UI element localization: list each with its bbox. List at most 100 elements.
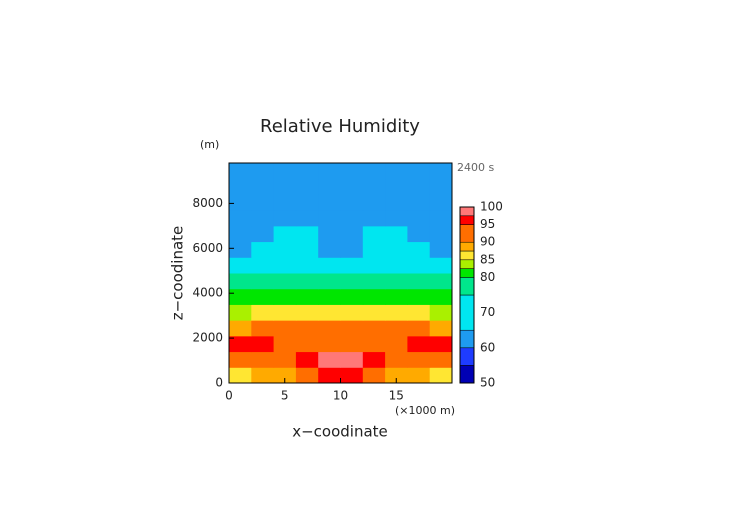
cell (251, 210, 275, 227)
cell (295, 335, 319, 353)
cell (407, 351, 431, 368)
colorbar-band (459, 329, 475, 349)
cell (251, 351, 275, 368)
cell (407, 320, 431, 337)
colorbar-band (459, 294, 475, 331)
cell (273, 241, 297, 258)
cell (295, 178, 319, 195)
colorbar-label: 95 (480, 217, 495, 231)
y-tick-label: 6000 (192, 241, 223, 255)
cell (407, 335, 431, 353)
cell (229, 210, 252, 227)
cell (362, 163, 386, 180)
colorbar-band (459, 215, 475, 225)
cell (429, 288, 453, 305)
colorbar-band (459, 224, 475, 243)
cell (362, 225, 386, 243)
cell (429, 335, 453, 353)
cell (340, 194, 364, 211)
cell (429, 273, 453, 290)
cell (229, 288, 252, 305)
cell (251, 257, 275, 274)
cell (429, 257, 453, 274)
cell (229, 335, 252, 353)
cell (407, 367, 431, 384)
cell (362, 257, 386, 274)
cell (295, 257, 319, 274)
cell (429, 178, 453, 195)
cell (340, 320, 364, 337)
cell (318, 304, 341, 321)
cell (385, 257, 408, 274)
cell (362, 335, 386, 353)
colorbar-frame (459, 206, 475, 384)
cell (385, 210, 408, 227)
colorbar-label: 80 (480, 270, 495, 284)
colorbar-label: 60 (480, 340, 495, 354)
cell (273, 210, 297, 227)
colorbar-label: 100 (480, 200, 503, 214)
cell (295, 163, 319, 180)
cell (429, 225, 453, 243)
cell (407, 178, 431, 195)
cell (318, 210, 341, 227)
y-tick-label: 2000 (192, 331, 223, 345)
cell (340, 210, 364, 227)
cell (273, 367, 297, 384)
cell (273, 273, 297, 290)
cell (318, 178, 341, 195)
cell (362, 288, 386, 305)
cell (273, 351, 297, 368)
cell (295, 320, 319, 337)
cell (273, 304, 297, 321)
cell (362, 304, 386, 321)
cell (273, 163, 297, 180)
cell (407, 273, 431, 290)
cell (407, 194, 431, 211)
cell (318, 241, 341, 258)
cell (318, 351, 341, 368)
cell (295, 210, 319, 227)
cell (318, 320, 341, 337)
y-unit: (m) (200, 138, 219, 151)
cell (385, 304, 408, 321)
cell (407, 288, 431, 305)
cell (295, 225, 319, 243)
x-tick-label: 0 (225, 389, 233, 403)
cell (251, 335, 275, 353)
cell (295, 194, 319, 211)
x-tick-label: 10 (333, 389, 348, 403)
cell (429, 210, 453, 227)
cell (229, 273, 252, 290)
cell (251, 225, 275, 243)
colorbar-label: 50 (480, 376, 495, 390)
cell (251, 367, 275, 384)
cell (251, 241, 275, 258)
cell (273, 178, 297, 195)
x-unit: (×1000 m) (395, 404, 455, 417)
cell (251, 178, 275, 195)
y-tick-label: 4000 (192, 286, 223, 300)
x-tick-label: 5 (281, 389, 289, 403)
chart-title: Relative Humidity (260, 116, 420, 137)
cell (385, 351, 408, 368)
colorbar-band (459, 268, 475, 278)
cell (362, 178, 386, 195)
cell (362, 241, 386, 258)
colorbar-band (459, 259, 475, 269)
cell (318, 273, 341, 290)
cell (318, 163, 341, 180)
cell (340, 273, 364, 290)
cell (251, 194, 275, 211)
cell (362, 194, 386, 211)
cell (318, 288, 341, 305)
cell (429, 351, 453, 368)
cell (340, 351, 364, 368)
colorbar-band (459, 241, 475, 252)
colorbar-band (459, 206, 475, 217)
cell (229, 194, 252, 211)
cell (407, 241, 431, 258)
cell (407, 163, 431, 180)
cell (385, 288, 408, 305)
